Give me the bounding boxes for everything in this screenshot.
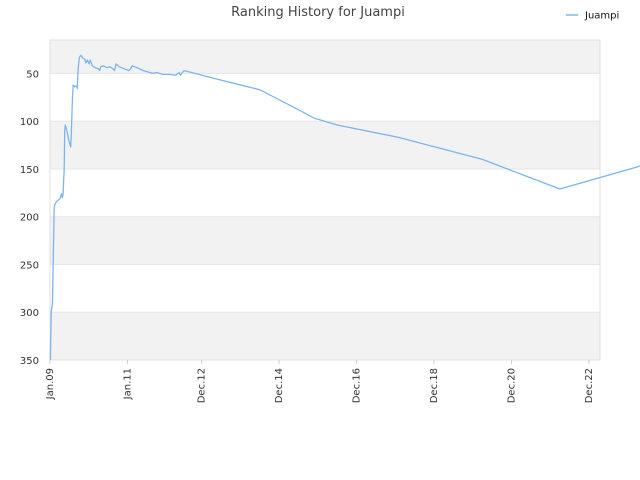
x-tick-label: Dec.20 bbox=[507, 368, 518, 403]
plot-border bbox=[49, 39, 601, 361]
y-tick-label: 250 bbox=[20, 260, 39, 271]
series-group bbox=[49, 54, 640, 361]
plot-bands bbox=[50, 40, 600, 360]
x-tick-label: Jan.09 bbox=[45, 368, 56, 400]
x-tick-label: Dec.16 bbox=[352, 368, 363, 403]
y-tick-label: 350 bbox=[20, 356, 39, 367]
x-tick-label: Dec.22 bbox=[584, 368, 595, 403]
y-tick-label: 100 bbox=[20, 117, 39, 128]
plot-band bbox=[50, 216, 600, 265]
series-line-juampi[interactable] bbox=[49, 54, 640, 361]
y-axis-tick-labels: 50 100 150 200 250 300 350 bbox=[20, 69, 39, 367]
x-tick-label: Dec.12 bbox=[197, 368, 208, 403]
x-tick-label: Dec.14 bbox=[274, 368, 285, 403]
legend-label-juampi: Juampi bbox=[584, 11, 619, 22]
x-axis-tick-labels: Jan.09 Jan.11 Dec.12 Dec.14 Dec.16 Dec.18 Dec.… bbox=[45, 360, 595, 403]
x-tick-label: Jan.11 bbox=[122, 368, 133, 400]
grid-lines bbox=[50, 72, 600, 361]
plot-band bbox=[50, 73, 600, 122]
plot-band bbox=[50, 121, 600, 169]
legend[interactable]: Juampi bbox=[566, 11, 619, 22]
plot-band bbox=[50, 312, 600, 360]
plot-band bbox=[50, 264, 600, 313]
x-tick-label: Dec.18 bbox=[429, 368, 440, 403]
chart-title: Ranking History for Juampi bbox=[231, 5, 405, 20]
plot-band bbox=[50, 40, 600, 74]
y-tick-label: 300 bbox=[20, 308, 39, 319]
y-tick-label: 50 bbox=[26, 69, 39, 80]
plot-band bbox=[50, 168, 600, 217]
y-tick-label: 200 bbox=[20, 213, 39, 224]
y-tick-label: 150 bbox=[20, 165, 39, 176]
